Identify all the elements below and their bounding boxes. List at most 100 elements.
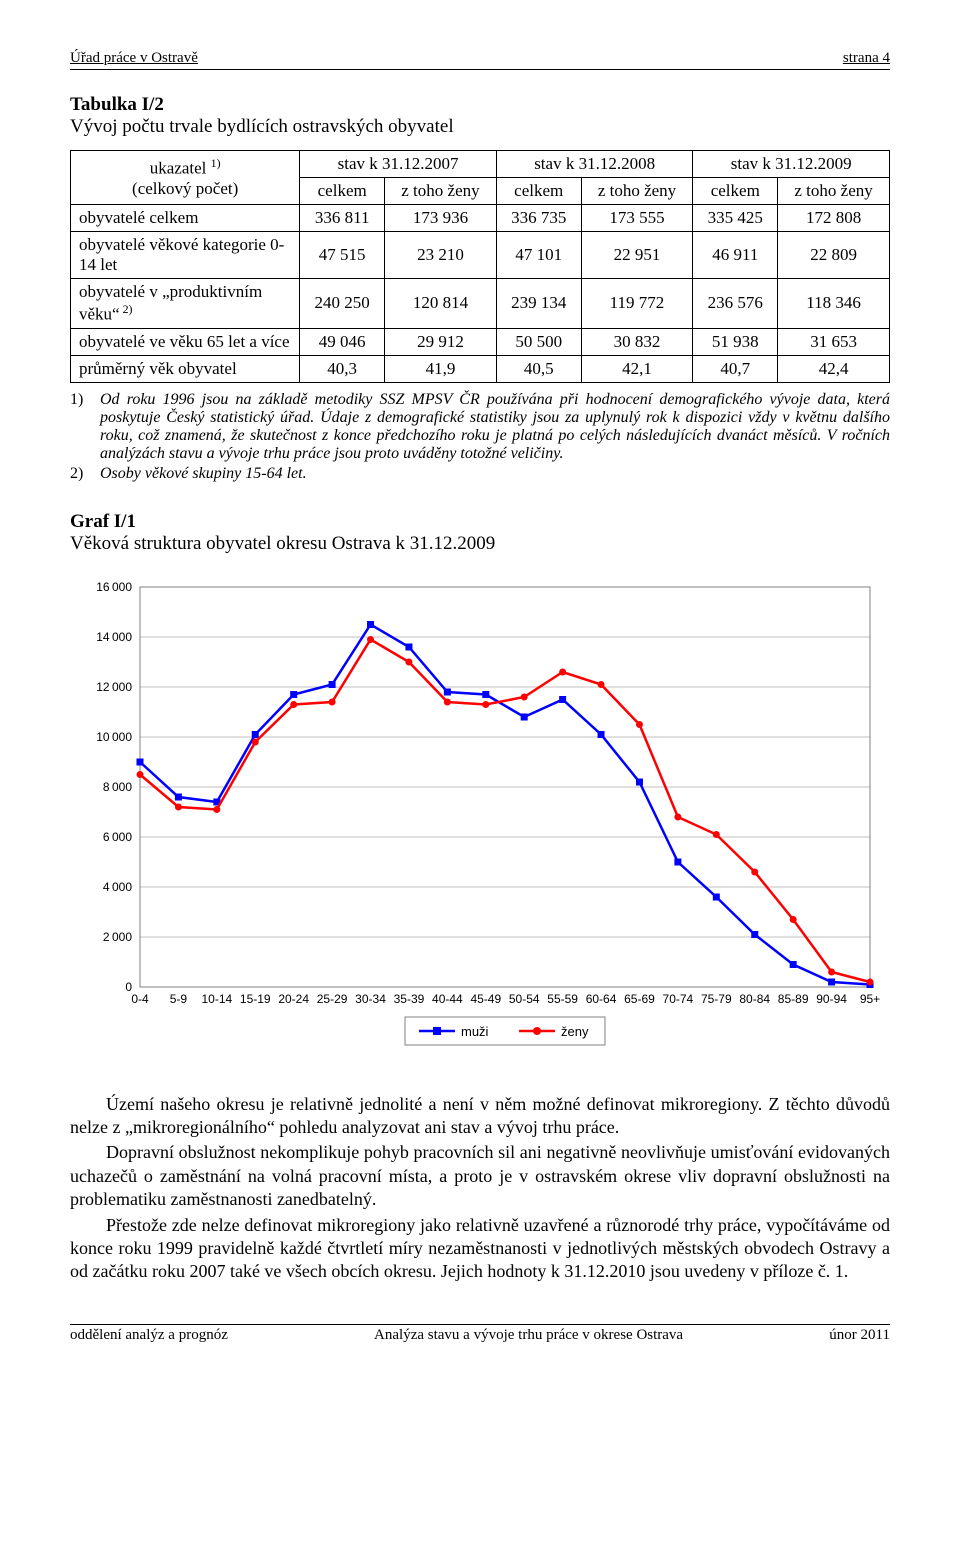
chart-svg: 02 0004 0006 0008 00010 00012 00014 0001… — [70, 567, 890, 1067]
svg-text:ženy: ženy — [561, 1024, 589, 1039]
svg-text:45-49: 45-49 — [470, 992, 501, 1006]
svg-text:35-39: 35-39 — [394, 992, 425, 1006]
cell: 336 811 — [300, 205, 385, 232]
svg-text:80-84: 80-84 — [739, 992, 770, 1006]
cell: 40,5 — [496, 355, 581, 382]
svg-text:60-64: 60-64 — [586, 992, 617, 1006]
svg-text:10-14: 10-14 — [201, 992, 232, 1006]
footnote: 1)Od roku 1996 jsou na základě metodiky … — [70, 391, 890, 463]
population-table: ukazatel 1) (celkový počet) stav k 31.12… — [70, 150, 890, 383]
cell: 42,1 — [581, 355, 693, 382]
footnote: 2)Osoby věkové skupiny 15-64 let. — [70, 465, 890, 483]
svg-text:70-74: 70-74 — [663, 992, 694, 1006]
svg-text:30-34: 30-34 — [355, 992, 386, 1006]
table-row: obyvatelé v „produktivním věku“ 2)240 25… — [71, 279, 890, 329]
th-sub: celkem — [693, 178, 778, 205]
svg-text:4 000: 4 000 — [103, 880, 132, 894]
row-label: obyvatelé celkem — [71, 205, 300, 232]
cell: 46 911 — [693, 232, 778, 279]
paragraph: Území našeho okresu je relativně jednoli… — [70, 1093, 890, 1140]
cell: 42,4 — [778, 355, 890, 382]
page-header: Úřad práce v Ostravě strana 4 — [70, 50, 890, 70]
cell: 49 046 — [300, 328, 385, 355]
th-sub: z toho ženy — [581, 178, 693, 205]
svg-text:10 000: 10 000 — [96, 730, 132, 744]
cell: 50 500 — [496, 328, 581, 355]
header-right: strana 4 — [843, 50, 890, 67]
age-structure-chart: 02 0004 0006 0008 00010 00012 00014 0001… — [70, 567, 890, 1067]
svg-text:25-29: 25-29 — [317, 992, 348, 1006]
svg-text:50-54: 50-54 — [509, 992, 540, 1006]
svg-text:95+: 95+ — [860, 992, 880, 1006]
row-label: průměrný věk obyvatel — [71, 355, 300, 382]
cell: 51 938 — [693, 328, 778, 355]
cell: 30 832 — [581, 328, 693, 355]
svg-text:muži: muži — [461, 1024, 489, 1039]
svg-text:14 000: 14 000 — [96, 630, 132, 644]
cell: 239 134 — [496, 279, 581, 329]
table-title: Tabulka I/2 — [70, 94, 890, 116]
svg-text:40-44: 40-44 — [432, 992, 463, 1006]
cell: 23 210 — [385, 232, 497, 279]
table-row: obyvatelé věkové kategorie 0-14 let47 51… — [71, 232, 890, 279]
row-label: obyvatelé ve věku 65 let a více — [71, 328, 300, 355]
cell: 118 346 — [778, 279, 890, 329]
footer-right: únor 2011 — [829, 1327, 890, 1344]
footnotes: 1)Od roku 1996 jsou na základě metodiky … — [70, 391, 890, 483]
th-indicator: ukazatel 1) (celkový počet) — [71, 151, 300, 205]
chart-title: Graf I/1 — [70, 511, 890, 533]
svg-text:5-9: 5-9 — [170, 992, 188, 1006]
th-year-1: stav k 31.12.2008 — [496, 151, 693, 178]
footer-left: oddělení analýz a prognóz — [70, 1327, 228, 1344]
cell: 31 653 — [778, 328, 890, 355]
paragraph: Přestože zde nelze definovat mikroregion… — [70, 1214, 890, 1284]
svg-text:20-24: 20-24 — [278, 992, 309, 1006]
cell: 119 772 — [581, 279, 693, 329]
cell: 22 809 — [778, 232, 890, 279]
cell: 335 425 — [693, 205, 778, 232]
th-year-2: stav k 31.12.2009 — [693, 151, 890, 178]
cell: 240 250 — [300, 279, 385, 329]
svg-text:2 000: 2 000 — [103, 930, 132, 944]
svg-text:55-59: 55-59 — [547, 992, 578, 1006]
svg-text:85-89: 85-89 — [778, 992, 809, 1006]
svg-text:12 000: 12 000 — [96, 680, 132, 694]
svg-text:15-19: 15-19 — [240, 992, 271, 1006]
th-sub: z toho ženy — [778, 178, 890, 205]
cell: 29 912 — [385, 328, 497, 355]
cell: 47 101 — [496, 232, 581, 279]
th-sub: celkem — [496, 178, 581, 205]
cell: 236 576 — [693, 279, 778, 329]
footer-center: Analýza stavu a vývoje trhu práce v okre… — [374, 1327, 683, 1344]
table-row: průměrný věk obyvatel40,341,940,542,140,… — [71, 355, 890, 382]
th-sub: z toho ženy — [385, 178, 497, 205]
cell: 22 951 — [581, 232, 693, 279]
cell: 172 808 — [778, 205, 890, 232]
body-text: Území našeho okresu je relativně jednoli… — [70, 1093, 890, 1284]
cell: 40,7 — [693, 355, 778, 382]
table-row: obyvatelé celkem336 811173 936336 735173… — [71, 205, 890, 232]
cell: 47 515 — [300, 232, 385, 279]
svg-text:75-79: 75-79 — [701, 992, 732, 1006]
svg-text:8 000: 8 000 — [103, 780, 132, 794]
paragraph: Dopravní obslužnost nekomplikuje pohyb p… — [70, 1141, 890, 1211]
svg-text:65-69: 65-69 — [624, 992, 655, 1006]
row-label: obyvatelé věkové kategorie 0-14 let — [71, 232, 300, 279]
cell: 336 735 — [496, 205, 581, 232]
svg-text:16 000: 16 000 — [96, 580, 132, 594]
table-row: obyvatelé ve věku 65 let a více49 04629 … — [71, 328, 890, 355]
th-sub: celkem — [300, 178, 385, 205]
cell: 173 555 — [581, 205, 693, 232]
cell: 41,9 — [385, 355, 497, 382]
svg-text:0-4: 0-4 — [131, 992, 149, 1006]
svg-text:6 000: 6 000 — [103, 830, 132, 844]
chart-subtitle: Věková struktura obyvatel okresu Ostrava… — [70, 533, 890, 555]
th-year-0: stav k 31.12.2007 — [300, 151, 497, 178]
page-footer: oddělení analýz a prognóz Analýza stavu … — [70, 1324, 890, 1344]
cell: 173 936 — [385, 205, 497, 232]
row-label: obyvatelé v „produktivním věku“ 2) — [71, 279, 300, 329]
cell: 40,3 — [300, 355, 385, 382]
header-left: Úřad práce v Ostravě — [70, 50, 198, 67]
cell: 120 814 — [385, 279, 497, 329]
svg-text:90-94: 90-94 — [816, 992, 847, 1006]
